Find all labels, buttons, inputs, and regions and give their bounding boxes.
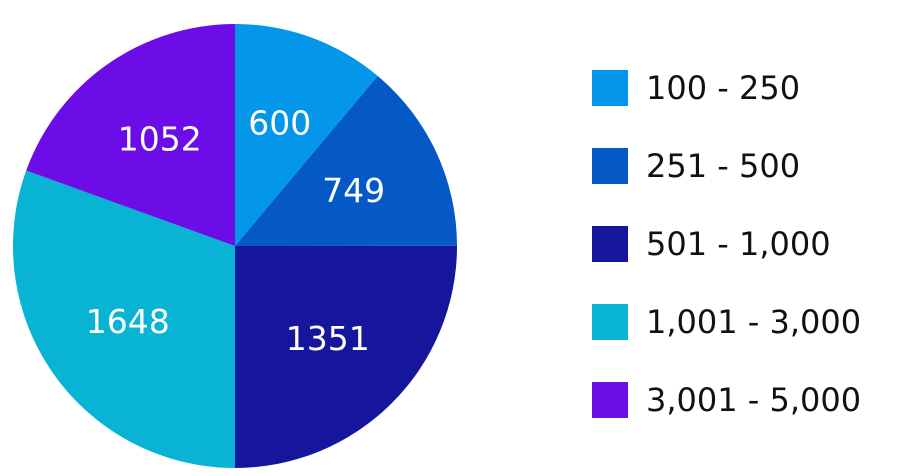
pie-slice-5 bbox=[26, 24, 236, 246]
legend-swatch-4 bbox=[592, 304, 628, 340]
pie-slice-1 bbox=[235, 24, 378, 246]
legend: 100 - 250 251 - 500 501 - 1,000 1,001 - 3,0… bbox=[592, 69, 861, 419]
pie-slice-4 bbox=[12, 170, 235, 468]
legend-label-4: 1,001 - 3,000 bbox=[646, 303, 861, 341]
legend-swatch-2 bbox=[592, 148, 628, 184]
slice-data-label-2: 749 bbox=[322, 171, 385, 210]
pie-slices bbox=[12, 24, 458, 468]
legend-swatch-3 bbox=[592, 226, 628, 262]
slice-data-label-5: 1052 bbox=[118, 119, 202, 158]
legend-label-3: 501 - 1,000 bbox=[646, 225, 831, 263]
legend-swatch-1 bbox=[592, 70, 628, 106]
pie-data-labels: 600 749 1351 1648 1052 bbox=[86, 103, 385, 358]
slice-data-label-3: 1351 bbox=[286, 319, 370, 358]
legend-swatch-5 bbox=[592, 382, 628, 418]
legend-label-1: 100 - 250 bbox=[646, 69, 800, 107]
legend-label-2: 251 - 500 bbox=[646, 147, 800, 185]
slice-data-label-1: 600 bbox=[248, 103, 311, 142]
slice-data-label-4: 1648 bbox=[86, 302, 170, 341]
pie-slice-3 bbox=[235, 245, 458, 468]
pie-slice-2 bbox=[235, 75, 457, 246]
legend-label-5: 3,001 - 5,000 bbox=[646, 381, 861, 419]
